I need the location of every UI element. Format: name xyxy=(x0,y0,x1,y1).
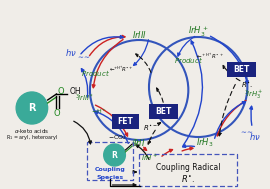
Text: Species: Species xyxy=(96,174,123,180)
FancyBboxPatch shape xyxy=(149,104,178,119)
Text: R: R xyxy=(112,150,117,160)
Text: Coupling: Coupling xyxy=(94,167,125,173)
Text: O: O xyxy=(133,139,138,145)
Text: Coupling Radical: Coupling Radical xyxy=(156,163,221,173)
FancyBboxPatch shape xyxy=(112,114,139,129)
Text: $h\nu$: $h\nu$ xyxy=(65,46,77,57)
Text: $\mathit{IrH^+}$: $\mathit{IrH^+}$ xyxy=(141,153,158,163)
Text: O: O xyxy=(57,87,64,95)
Text: $\mathit{Product}$: $\mathit{Product}$ xyxy=(81,68,110,78)
Text: $\sim\!\!\sim$: $\sim\!\!\sim$ xyxy=(239,128,254,134)
Text: R$_1$ = aryl, heteroaryl: R$_1$ = aryl, heteroaryl xyxy=(6,133,58,143)
Text: $\leftarrow^{+H^+} R^{\bullet+}$: $\leftarrow^{+H^+} R^{\bullet+}$ xyxy=(194,52,224,62)
Text: $\mathit{IrII}$: $\mathit{IrII}$ xyxy=(133,138,146,149)
Circle shape xyxy=(104,144,125,166)
Text: BET: BET xyxy=(233,66,250,74)
Text: OH: OH xyxy=(69,87,81,95)
Text: $R^{\bullet-}$: $R^{\bullet-}$ xyxy=(143,123,157,133)
Text: $\mathit{IrH_3}$: $\mathit{IrH_3}$ xyxy=(196,137,214,149)
Text: $\mathit{IrH_3^+}$: $\mathit{IrH_3^+}$ xyxy=(188,25,208,39)
Text: $R^{\bullet}.$: $R^{\bullet}.$ xyxy=(241,80,254,90)
Text: $^3\!\mathit{IrH_3^+}$: $^3\!\mathit{IrH_3^+}$ xyxy=(244,88,263,102)
Text: FET: FET xyxy=(117,118,133,126)
Text: $-\mathrm{H}^+$: $-\mathrm{H}^+$ xyxy=(91,108,107,116)
Text: $^3\!\mathit{IrIII^*}$: $^3\!\mathit{IrIII^*}$ xyxy=(76,92,94,104)
Text: R: R xyxy=(28,103,36,113)
Text: $h\nu$: $h\nu$ xyxy=(249,132,261,143)
Text: $\leftarrow\!\!^{+H^+}\!\!R^{\bullet+}$: $\leftarrow\!\!^{+H^+}\!\!R^{\bullet+}$ xyxy=(108,65,133,75)
Text: $\mathit{Product}$: $\mathit{Product}$ xyxy=(174,55,203,65)
Text: $\sim\!\!\sim$: $\sim\!\!\sim$ xyxy=(76,53,90,59)
Text: $\alpha$-keto acids: $\alpha$-keto acids xyxy=(14,127,50,135)
Text: $-\mathrm{CO_2}$: $-\mathrm{CO_2}$ xyxy=(108,134,127,143)
FancyBboxPatch shape xyxy=(227,62,256,77)
Text: BET: BET xyxy=(156,108,172,116)
Circle shape xyxy=(16,92,48,124)
Text: $R^{\bullet}.$: $R^{\bullet}.$ xyxy=(181,173,195,184)
Text: O: O xyxy=(53,108,60,118)
Text: $\mathit{IrIII}$: $\mathit{IrIII}$ xyxy=(131,29,147,40)
